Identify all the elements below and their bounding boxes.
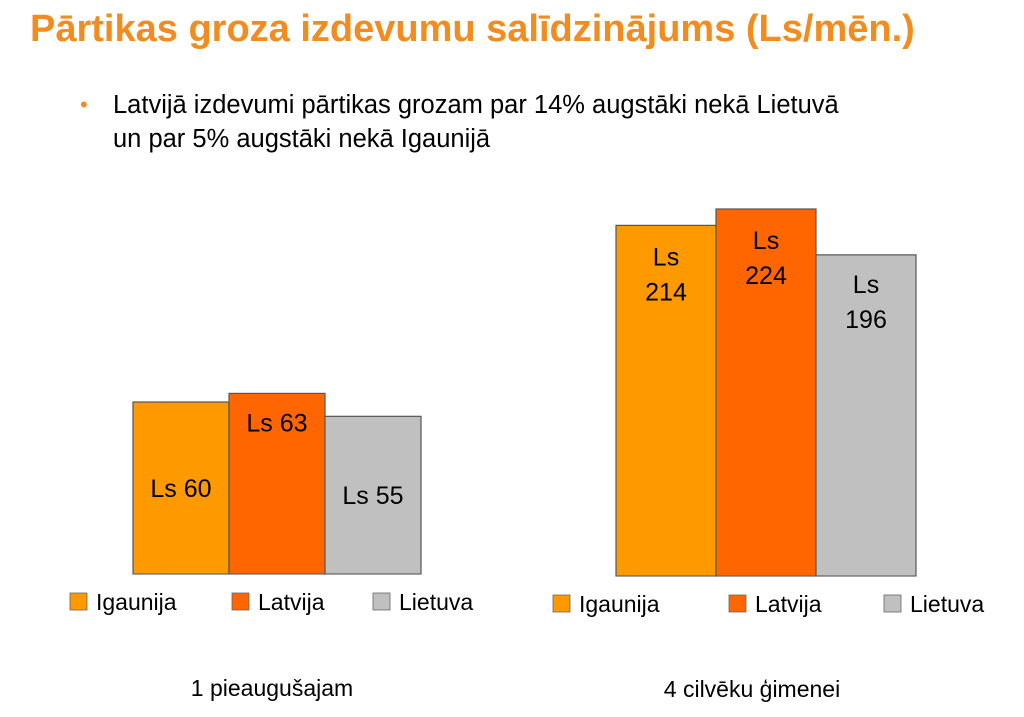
- data-label: Ls: [753, 227, 779, 255]
- legend-swatch-lietuva: [883, 594, 902, 613]
- data-label: Ls 63: [246, 409, 307, 437]
- chart-caption: 1 pieaugušajam: [191, 675, 353, 701]
- bullet-text: Latvijā izdevumi pārtikas grozam par 14%…: [113, 88, 1013, 156]
- data-label: Ls: [853, 271, 879, 299]
- legend: Igaunija Latvija Lietuva: [552, 591, 984, 617]
- data-label: Ls 55: [342, 482, 403, 510]
- data-label: Ls: [653, 243, 679, 271]
- legend-label: Lietuva: [399, 589, 473, 615]
- bullet-icon: •: [80, 92, 88, 117]
- bullet-line-2: un par 5% augstāki nekā Igaunijā: [113, 125, 491, 153]
- legend-label: Latvija: [755, 591, 822, 617]
- legend-swatch-igaunija: [69, 592, 88, 611]
- bar-latvija: [228, 392, 326, 575]
- legend-label: Lietuva: [910, 591, 984, 617]
- legend-label: Igaunija: [96, 589, 177, 615]
- legend-swatch-latvija: [231, 592, 250, 611]
- legend-swatch-lietuva: [372, 592, 391, 611]
- legend-label: Latvija: [258, 589, 325, 615]
- data-label: 214: [645, 278, 687, 306]
- data-label: 224: [745, 262, 787, 290]
- bar-lietuva: [815, 254, 917, 577]
- legend-swatch-igaunija: [552, 594, 571, 613]
- legend: Igaunija Latvija Lietuva: [69, 589, 473, 615]
- chart-caption: 4 cilvēku ģimenei: [664, 676, 840, 702]
- data-label: Ls 60: [150, 475, 211, 503]
- legend-label: Igaunija: [579, 591, 660, 617]
- page-title: Pārtikas groza izdevumu salīdzinājums (L…: [30, 8, 915, 50]
- bar-lietuva: [324, 415, 422, 575]
- chart-1: Ls 60 Ls 63 Ls 55 Igaunija Latvija Lietuva 1 p…: [69, 392, 473, 701]
- chart-2: Ls 214 Ls 224 Ls 196 Igaunija Latvija Lietuva 4 c…: [552, 208, 984, 702]
- data-label: 196: [845, 306, 887, 334]
- bar-igaunija: [615, 224, 717, 577]
- bar-latvija: [715, 208, 817, 577]
- bullet-line-1: Latvijā izdevumi pārtikas grozam par 14%…: [113, 91, 839, 119]
- legend-swatch-latvija: [728, 594, 747, 613]
